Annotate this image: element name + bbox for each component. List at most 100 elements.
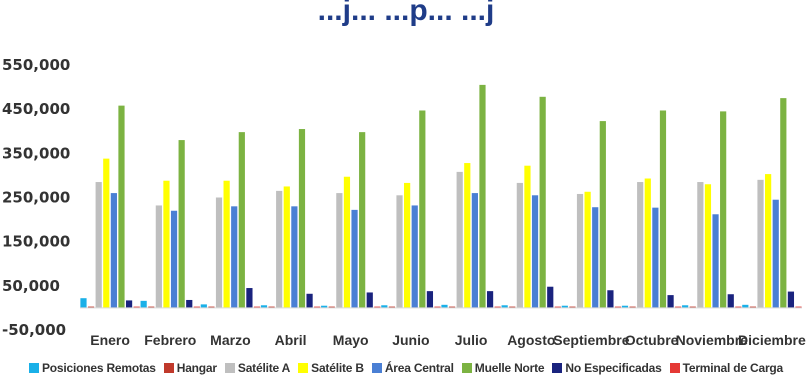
x-tick-label: Febrero	[144, 332, 196, 348]
bar	[231, 206, 238, 308]
bar	[411, 205, 418, 308]
bar	[80, 298, 87, 308]
legend-label: Área Central	[384, 361, 454, 375]
bar	[155, 205, 162, 308]
bar	[388, 306, 396, 308]
legend-item: Satélite A	[224, 361, 291, 375]
legend-swatch	[669, 363, 680, 373]
bar	[735, 306, 742, 308]
legend-swatch	[28, 363, 39, 373]
bar	[592, 207, 599, 308]
bar	[539, 96, 546, 308]
legend-label: Muelle Norte	[474, 361, 545, 375]
legend-item: Hangar	[163, 361, 217, 375]
y-tick-label: 450,000	[2, 100, 70, 118]
bar	[621, 305, 629, 308]
x-tick-label: Noviembre	[676, 332, 749, 348]
legend-item: Área Central	[371, 361, 454, 375]
legend: Posiciones Remotas Hangar Satélite A Satéli…	[0, 356, 812, 380]
bar	[208, 306, 215, 308]
bar	[148, 306, 155, 308]
bar	[381, 305, 388, 308]
legend-label: Posiciones Remotas	[41, 361, 156, 375]
bar	[291, 206, 298, 308]
bar	[712, 214, 719, 308]
bar	[576, 193, 584, 308]
legend-swatch	[224, 363, 235, 373]
bar	[133, 306, 140, 308]
bar	[486, 291, 494, 308]
bar	[366, 292, 373, 308]
bar	[479, 84, 486, 308]
bar	[614, 306, 622, 308]
bar	[501, 305, 508, 308]
bar	[343, 176, 351, 308]
bar	[561, 305, 568, 308]
x-tick-label: Diciembre	[738, 332, 806, 348]
bar	[419, 110, 426, 308]
bar-chart: ...j... ...p... ...j 550,000 450,000 350,0…	[2, 0, 806, 348]
y-tick-label: -50,000	[2, 321, 66, 339]
bar	[125, 300, 133, 308]
bar	[448, 306, 456, 308]
legend-label: No Especificadas	[565, 361, 662, 375]
legend-item: No Especificadas	[552, 361, 662, 375]
bar	[298, 129, 306, 308]
bar	[306, 293, 313, 308]
bar	[599, 121, 606, 308]
legend-label: Satélite B	[311, 361, 364, 375]
bar	[426, 291, 434, 308]
legend-swatch	[163, 363, 174, 373]
bar	[336, 193, 343, 308]
bar	[675, 306, 682, 308]
bar	[516, 182, 523, 308]
bar	[118, 105, 125, 308]
bar	[163, 180, 170, 308]
bar	[471, 193, 478, 308]
bar	[720, 111, 727, 308]
bar	[765, 174, 772, 308]
bar	[607, 290, 614, 308]
legend-item: Satélite B	[298, 361, 364, 375]
bar	[441, 304, 448, 308]
bar	[359, 132, 366, 308]
y-tick-label: 550,000	[2, 56, 70, 74]
bar	[321, 305, 328, 308]
bar	[727, 294, 734, 308]
chart-title: ...j... ...p... ...j	[318, 0, 495, 27]
bar	[276, 190, 283, 308]
bars	[80, 84, 802, 308]
legend-label: Satélite A	[237, 361, 291, 375]
bar	[749, 306, 757, 308]
bar	[260, 305, 268, 308]
y-tick-label: 50,000	[2, 277, 60, 295]
bar	[110, 193, 117, 308]
bar	[629, 306, 636, 308]
x-tick-label: Julio	[455, 332, 488, 348]
bar	[757, 179, 764, 308]
bar	[351, 209, 358, 308]
legend-swatch	[552, 363, 563, 373]
bar	[742, 304, 749, 308]
bar	[374, 306, 381, 308]
bar	[215, 197, 223, 308]
bar	[95, 182, 102, 308]
bar	[494, 306, 501, 308]
bar	[396, 195, 403, 308]
bar	[547, 286, 554, 308]
bar	[569, 306, 576, 308]
bar	[193, 306, 200, 308]
x-tick-label: Octubre	[625, 332, 679, 348]
x-tick-label: Abril	[275, 332, 307, 348]
bar	[87, 306, 95, 308]
bar	[652, 207, 659, 308]
legend-swatch	[298, 363, 309, 373]
bar	[667, 295, 674, 308]
bar	[434, 306, 441, 308]
legend-item: Posiciones Remotas	[28, 361, 156, 375]
bar	[659, 110, 667, 308]
bar	[637, 182, 644, 308]
x-tick-label: Marzo	[210, 332, 250, 348]
legend-label: Hangar	[176, 361, 217, 375]
y-tick-label: 250,000	[2, 189, 70, 207]
